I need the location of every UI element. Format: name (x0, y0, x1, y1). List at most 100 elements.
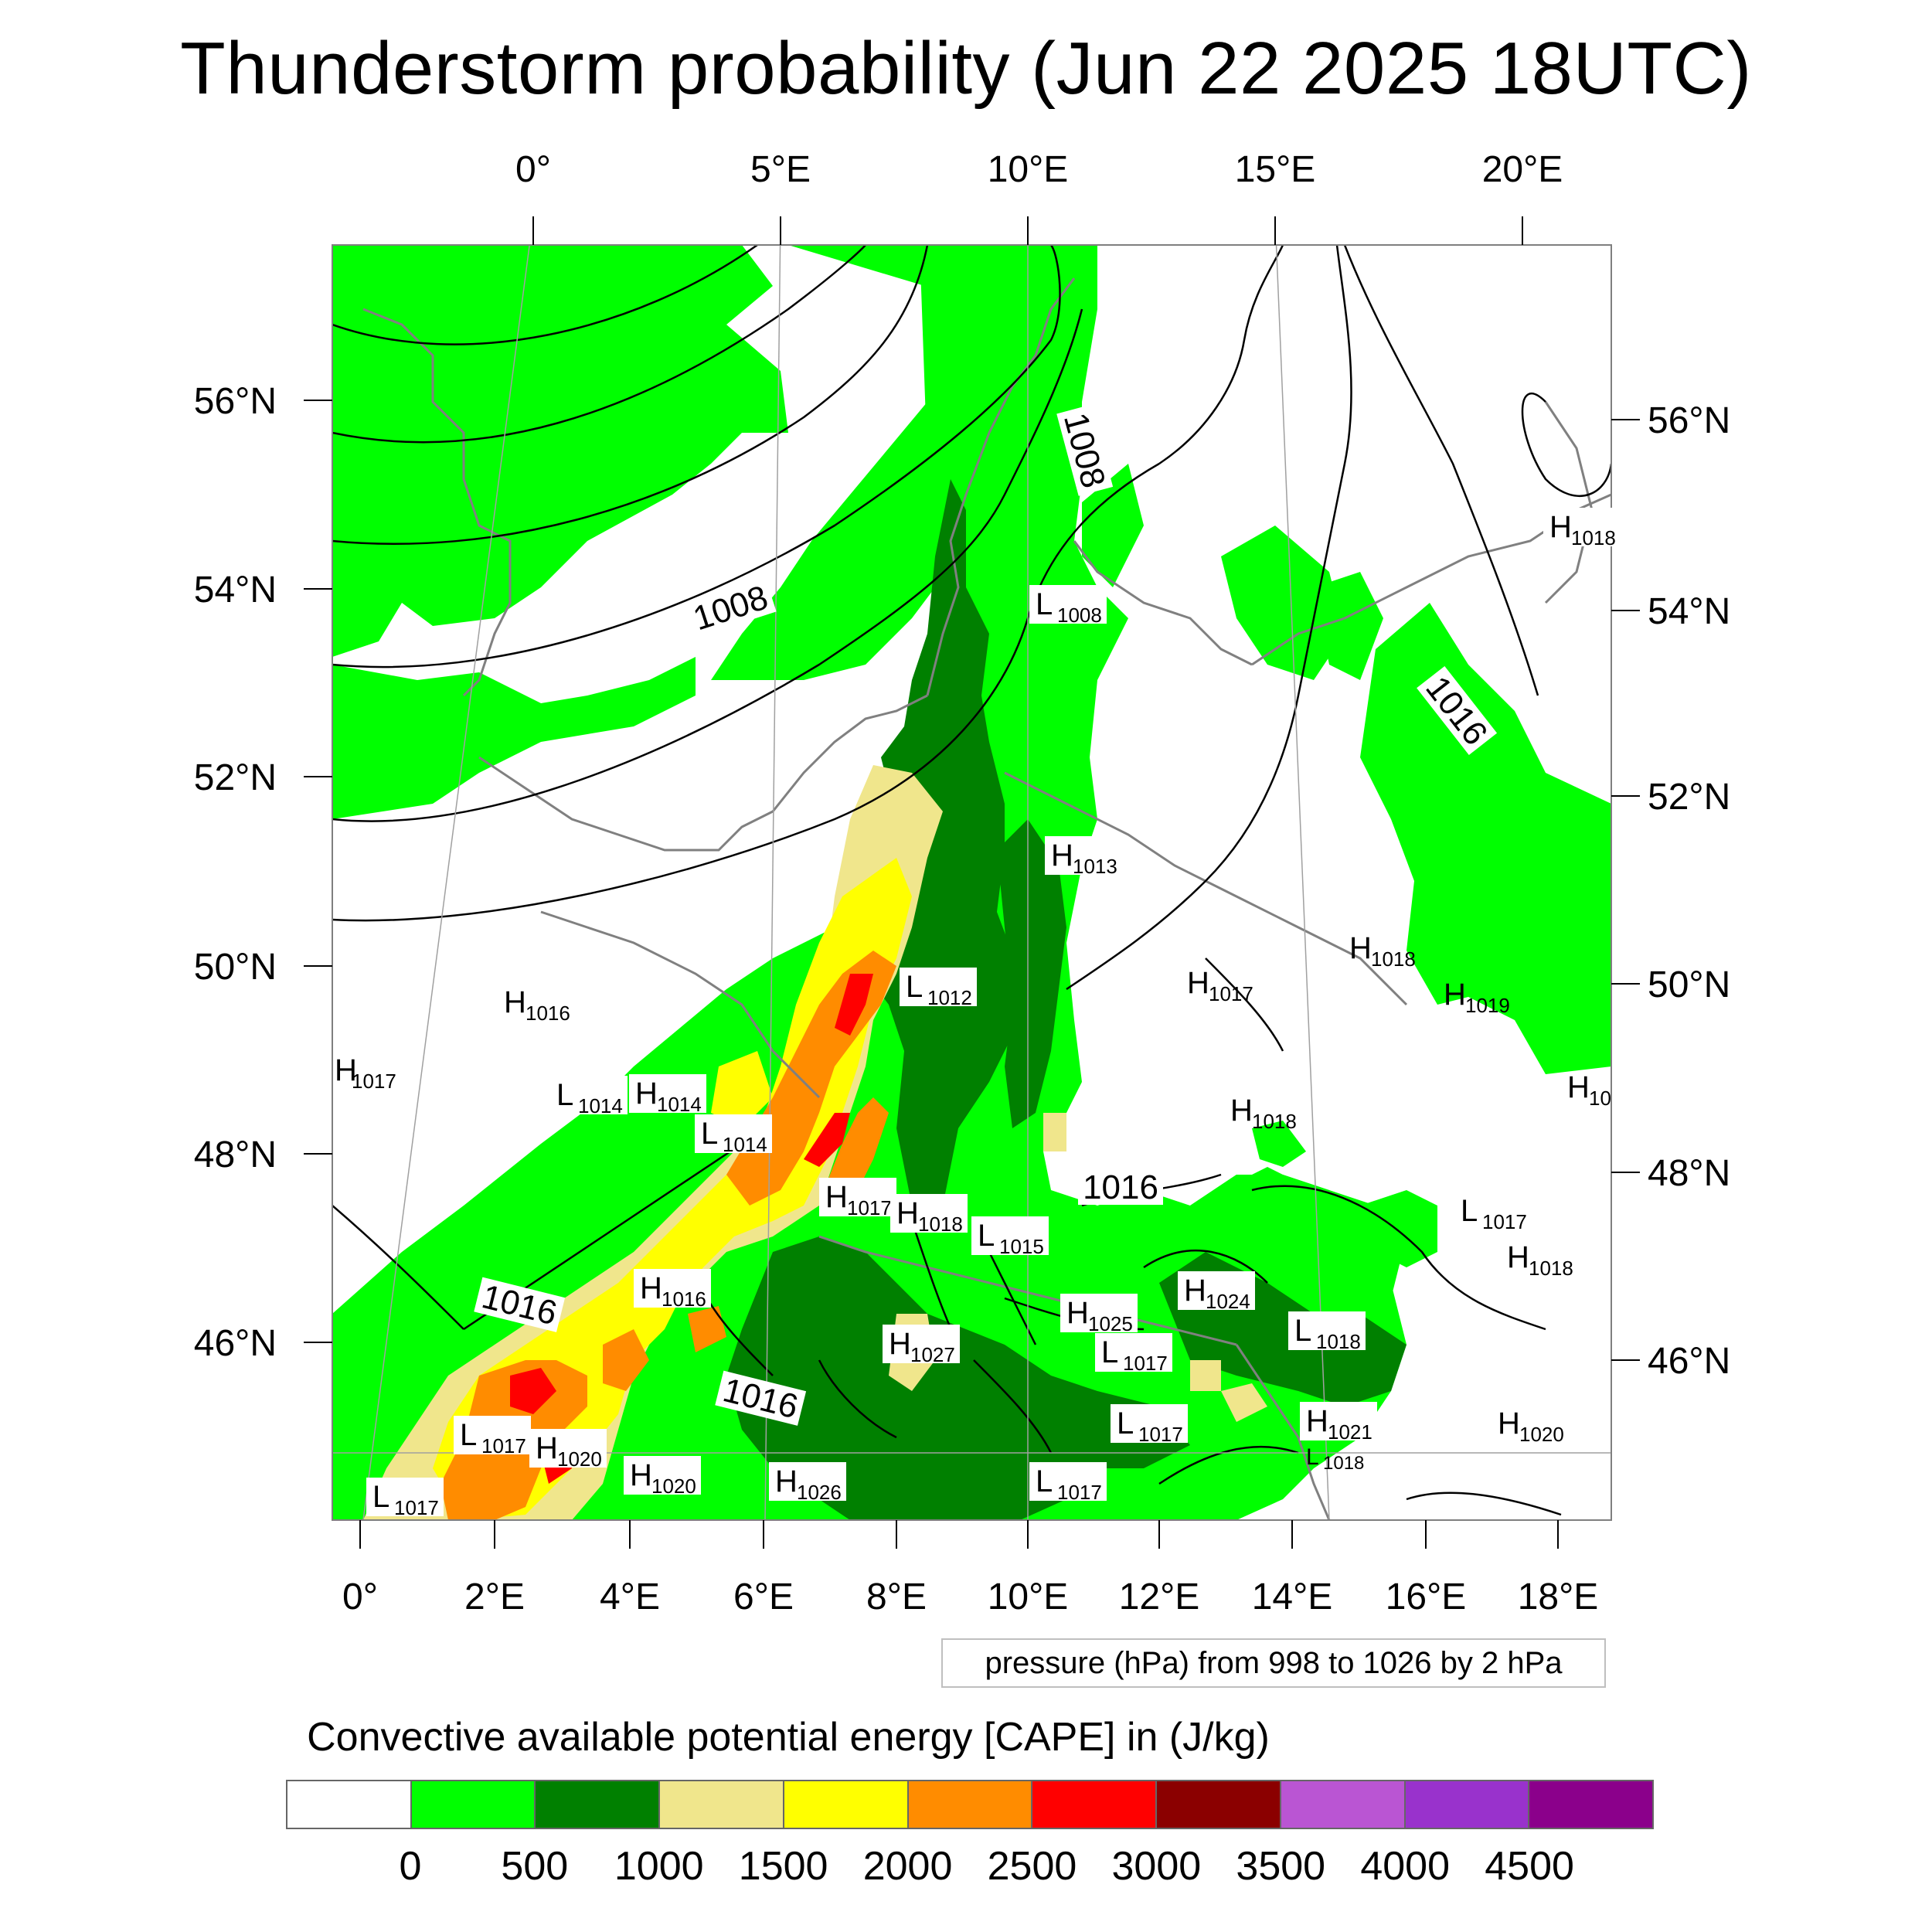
pressure-note: pressure (hPa) from 998 to 1026 by 2 hPa (941, 1638, 1606, 1688)
bottom-lon-label: 0° (342, 1577, 378, 1617)
pressure-center-value: 1017 (481, 1434, 526, 1458)
right-lat-label: 52°N (1648, 777, 1730, 818)
top-lon-label: 0° (515, 149, 551, 190)
pressure-center-type: L (1294, 1314, 1311, 1348)
legend-tick-label: 500 (501, 1844, 569, 1889)
pressure-center-type: H (1444, 978, 1466, 1012)
bottom-lon-label: 8°E (866, 1577, 927, 1617)
left-lat-label: 48°N (194, 1134, 277, 1175)
pressure-center-type: L (1036, 587, 1053, 621)
pressure-center-value: 1025 (1088, 1312, 1133, 1335)
left-lat-label: 54°N (194, 570, 277, 611)
pressure-center-value: 1017 (847, 1196, 892, 1219)
pressure-center-type: H (1549, 510, 1572, 544)
pressure-center-type: H (1051, 838, 1073, 872)
legend-swatch (1529, 1781, 1653, 1828)
pressure-center-value: 1017 (1138, 1423, 1183, 1446)
legend-swatch (1157, 1781, 1281, 1828)
bottom-lon-label: 6°E (733, 1577, 794, 1617)
pressure-center-value: 1017 (1057, 1481, 1102, 1504)
pressure-center-value: 1017 (352, 1070, 396, 1093)
pressure-centers: H 1018 L 1008 H 1013 L 1012 H 1016 H 1017 H 101… (335, 508, 1621, 1519)
top-lon-labels: 0° 5°E 10°E 15°E 20°E (515, 149, 1563, 190)
legend-swatch (411, 1781, 536, 1828)
left-lat-label: 52°N (194, 757, 277, 798)
right-lat-label: 50°N (1648, 964, 1730, 1005)
pressure-center-type: H (536, 1431, 558, 1465)
legend-tick-label: 2500 (987, 1844, 1077, 1889)
pressure-center-type: H (1066, 1296, 1089, 1330)
pressure-center-type: L (372, 1480, 389, 1514)
pressure-center-type: H (335, 1053, 357, 1087)
pressure-center-type: H (1184, 1274, 1206, 1308)
legend-colorbar (286, 1780, 1654, 1829)
pressure-center-type: H (1507, 1240, 1529, 1274)
bottom-lon-label: 14°E (1252, 1577, 1333, 1617)
axis-ticks (304, 216, 1640, 1549)
pressure-center-type: H (775, 1464, 798, 1498)
top-lon-label: 5°E (750, 149, 811, 190)
pressure-center-value: 1015 (999, 1235, 1044, 1258)
pressure-center-type: H (1498, 1406, 1520, 1440)
pressure-center-value: 1018 (1571, 526, 1616, 549)
pressure-center-value: 1020 (557, 1447, 602, 1471)
pressure-center-type: L (1036, 1464, 1053, 1498)
legend-swatch (1405, 1781, 1530, 1828)
pressure-center-type: H (825, 1180, 848, 1214)
pressure-center-value: 1018 (1371, 947, 1416, 971)
pressure-center-type: L (556, 1078, 573, 1112)
map-frame (332, 244, 1612, 1521)
top-lon-label: 10°E (988, 149, 1069, 190)
pressure-center-value: 1014 (578, 1094, 623, 1117)
pressure-center-type: H (1567, 1070, 1590, 1104)
legend-tick-label: 1000 (614, 1844, 704, 1889)
legend-title: Convective available potential energy [C… (307, 1715, 1270, 1760)
legend-tick-label: 3500 (1236, 1844, 1326, 1889)
pressure-center-value: 1017 (1252, 1110, 1297, 1133)
pressure-center-value: 1017 (1123, 1352, 1168, 1375)
left-lat-label: 46°N (194, 1323, 277, 1364)
legend-swatch (784, 1781, 909, 1828)
map-title: Thunderstorm probability (Jun 22 2025 18… (180, 27, 1752, 110)
pressure-center-value: 1018 (1252, 1110, 1297, 1133)
pressure-center-value: 1008 (1057, 604, 1102, 627)
legend-tick-label: 4000 (1360, 1844, 1451, 1889)
pressure-center-type: H (889, 1327, 911, 1361)
isobar-labels: 1008 1008 1016 1016 1016 1016 (474, 404, 1498, 1426)
pressure-center-value: 1017 (1482, 1210, 1527, 1233)
right-lat-labels: 56°N 54°N 52°N 50°N 48°N 46°N (1648, 400, 1730, 1382)
pressure-center-type: H (630, 1458, 652, 1492)
pressure-center-type: L (701, 1117, 718, 1151)
pressure-center-type: H (1187, 966, 1209, 1000)
pressure-center-type: L (906, 970, 923, 1004)
legend-swatch (536, 1781, 661, 1828)
legend-tick-label: 0 (399, 1844, 422, 1889)
pressure-center-value: 1020 (1519, 1423, 1564, 1446)
top-lon-label: 20°E (1482, 149, 1563, 190)
pressure-center-value: 1020 (651, 1475, 696, 1498)
right-lat-label: 48°N (1648, 1153, 1730, 1194)
pressure-center-type: L (1101, 1335, 1118, 1369)
left-lat-labels: 56°N 54°N 52°N 50°N 48°N 46°N (194, 381, 277, 1364)
pressure-center-type: L (460, 1418, 477, 1452)
pressure-center-value: 1016 (662, 1287, 706, 1311)
pressure-center-value: 1017 (1209, 982, 1253, 1005)
bottom-lon-label: 4°E (600, 1577, 660, 1617)
pressure-center-value: 1014 (723, 1133, 767, 1156)
pressure-center-value: 1017 (394, 1496, 439, 1519)
pressure-center-type: H (1306, 1404, 1328, 1438)
pressure-center-value: 1013 (1073, 855, 1117, 878)
pressure-center-value: 1016 (526, 1002, 570, 1025)
legend-tick-label: 2000 (862, 1844, 953, 1889)
right-lat-label: 54°N (1648, 591, 1730, 632)
pressure-center-value: 1026 (797, 1481, 842, 1504)
pressure-center-value: 1018 (1316, 1330, 1361, 1353)
legend-tick-label: 3000 (1111, 1844, 1202, 1889)
pressure-center-value: 1018 (918, 1213, 963, 1236)
bottom-lon-label: 12°E (1119, 1577, 1200, 1617)
bottom-lon-labels: 0° 2°E 4°E 6°E 8°E 10°E 12°E 14°E 16°E 1… (342, 1577, 1598, 1617)
bottom-lon-label: 16°E (1386, 1577, 1467, 1617)
right-lat-label: 46°N (1648, 1341, 1730, 1382)
pressure-center-value: 10 (1589, 1087, 1611, 1110)
